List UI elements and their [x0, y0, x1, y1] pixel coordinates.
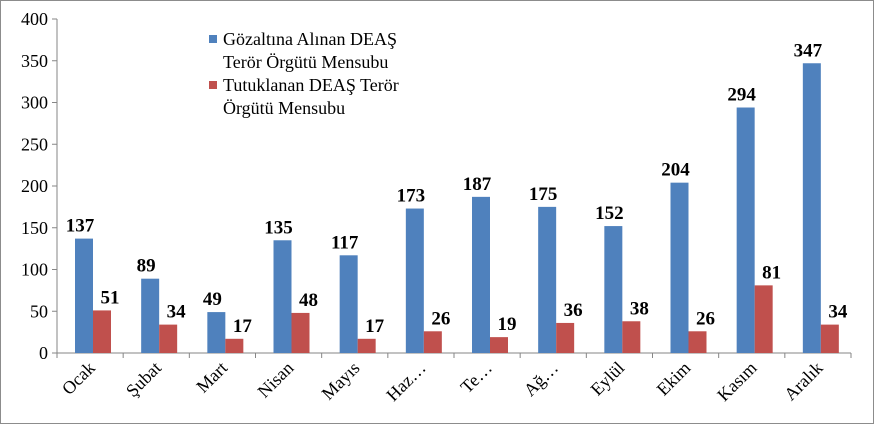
y-tick-label: 300: [21, 93, 48, 113]
data-label: 294: [727, 85, 756, 106]
bar-tutuklanan: [357, 338, 376, 353]
bar-tutuklanan: [622, 321, 641, 353]
bar-gozaltina: [75, 238, 93, 353]
legend-label: Örgütü Mensubu: [223, 98, 345, 118]
data-label: 89: [137, 256, 156, 277]
data-label: 173: [397, 186, 426, 207]
x-tick-label: Ocak: [58, 358, 99, 399]
data-label: 49: [203, 289, 222, 310]
bar-gozaltina: [273, 240, 292, 353]
x-tick-label: Haz…: [382, 358, 429, 405]
bar-tutuklanan: [490, 337, 508, 353]
bar-tutuklanan: [820, 324, 839, 353]
x-tick-label: Aralık: [780, 358, 827, 405]
bar-gozaltina: [207, 312, 226, 353]
bar-tutuklanan: [688, 331, 707, 353]
data-label: 152: [595, 203, 624, 224]
bar-tutuklanan: [556, 322, 575, 353]
x-tick-label: Şubat: [122, 358, 165, 401]
bar-gozaltina: [405, 208, 424, 353]
bar-tutuklanan: [754, 285, 773, 353]
data-label: 187: [463, 174, 492, 195]
y-tick-label: 400: [21, 9, 48, 29]
bar-gozaltina: [339, 255, 358, 353]
data-label: 34: [167, 302, 187, 323]
y-tick-label: 250: [21, 134, 48, 154]
legend-swatch: [209, 81, 217, 89]
data-label: 81: [762, 262, 781, 283]
bar-gozaltina: [736, 107, 755, 353]
bar-gozaltina: [802, 63, 821, 353]
bar-gozaltina: [670, 182, 689, 353]
bar-gozaltina: [472, 196, 490, 353]
x-tick-label: Ekim: [653, 358, 695, 400]
bar-gozaltina: [141, 278, 160, 353]
data-label: 48: [299, 290, 318, 311]
x-tick-label: Nisan: [254, 358, 298, 402]
data-label: 26: [431, 308, 450, 329]
bar-tutuklanan: [423, 331, 442, 353]
data-label: 51: [101, 287, 120, 308]
bars: [75, 63, 839, 353]
y-tick-label: 150: [21, 218, 48, 238]
legend-label: Terör Örgütü Mensubu: [223, 52, 388, 72]
data-label: 19: [498, 314, 517, 335]
y-tick-label: 50: [30, 301, 48, 321]
data-label: 137: [66, 216, 95, 237]
data-label: 175: [529, 184, 558, 205]
y-tick-label: 350: [21, 51, 48, 71]
data-label: 26: [696, 308, 715, 329]
data-labels: 137 89 49 135 117 173 187 175 152 204 294 347 51 34 17…: [66, 40, 848, 337]
bar-tutuklanan: [291, 312, 310, 353]
data-label: 204: [661, 160, 690, 181]
data-label: 347: [794, 40, 823, 61]
bar-gozaltina: [604, 226, 623, 353]
bar-tutuklanan: [93, 310, 111, 353]
x-tick-label: Eylül: [587, 358, 629, 400]
data-label: 17: [233, 316, 253, 337]
legend: Gözaltına Alınan DEAŞ Terör Örgütü Mensub…: [209, 29, 399, 118]
legend-swatch: [209, 35, 217, 43]
x-tick-label: Mart: [192, 358, 231, 397]
x-tick-label: Kasım: [713, 358, 760, 405]
y-tick-label: 0: [39, 343, 48, 363]
data-label: 34: [828, 302, 848, 323]
bar-tutuklanan: [225, 338, 244, 353]
legend-label: Tutuklanan DEAŞ Terör: [223, 75, 399, 95]
data-label: 38: [630, 298, 649, 319]
y-tick-label: 100: [21, 260, 48, 280]
y-tick-label: 200: [21, 176, 48, 196]
bar-gozaltina: [538, 206, 557, 353]
x-tick-label: Ağ…: [520, 358, 562, 400]
x-tick-label: Mayıs: [318, 358, 364, 404]
x-tick-label: Te…: [457, 358, 496, 397]
data-label: 117: [331, 232, 359, 253]
bar-tutuklanan: [159, 324, 178, 353]
data-label: 135: [264, 217, 293, 238]
data-label: 36: [564, 300, 583, 321]
legend-label: Gözaltına Alınan DEAŞ: [223, 29, 397, 49]
data-label: 17: [365, 316, 385, 337]
